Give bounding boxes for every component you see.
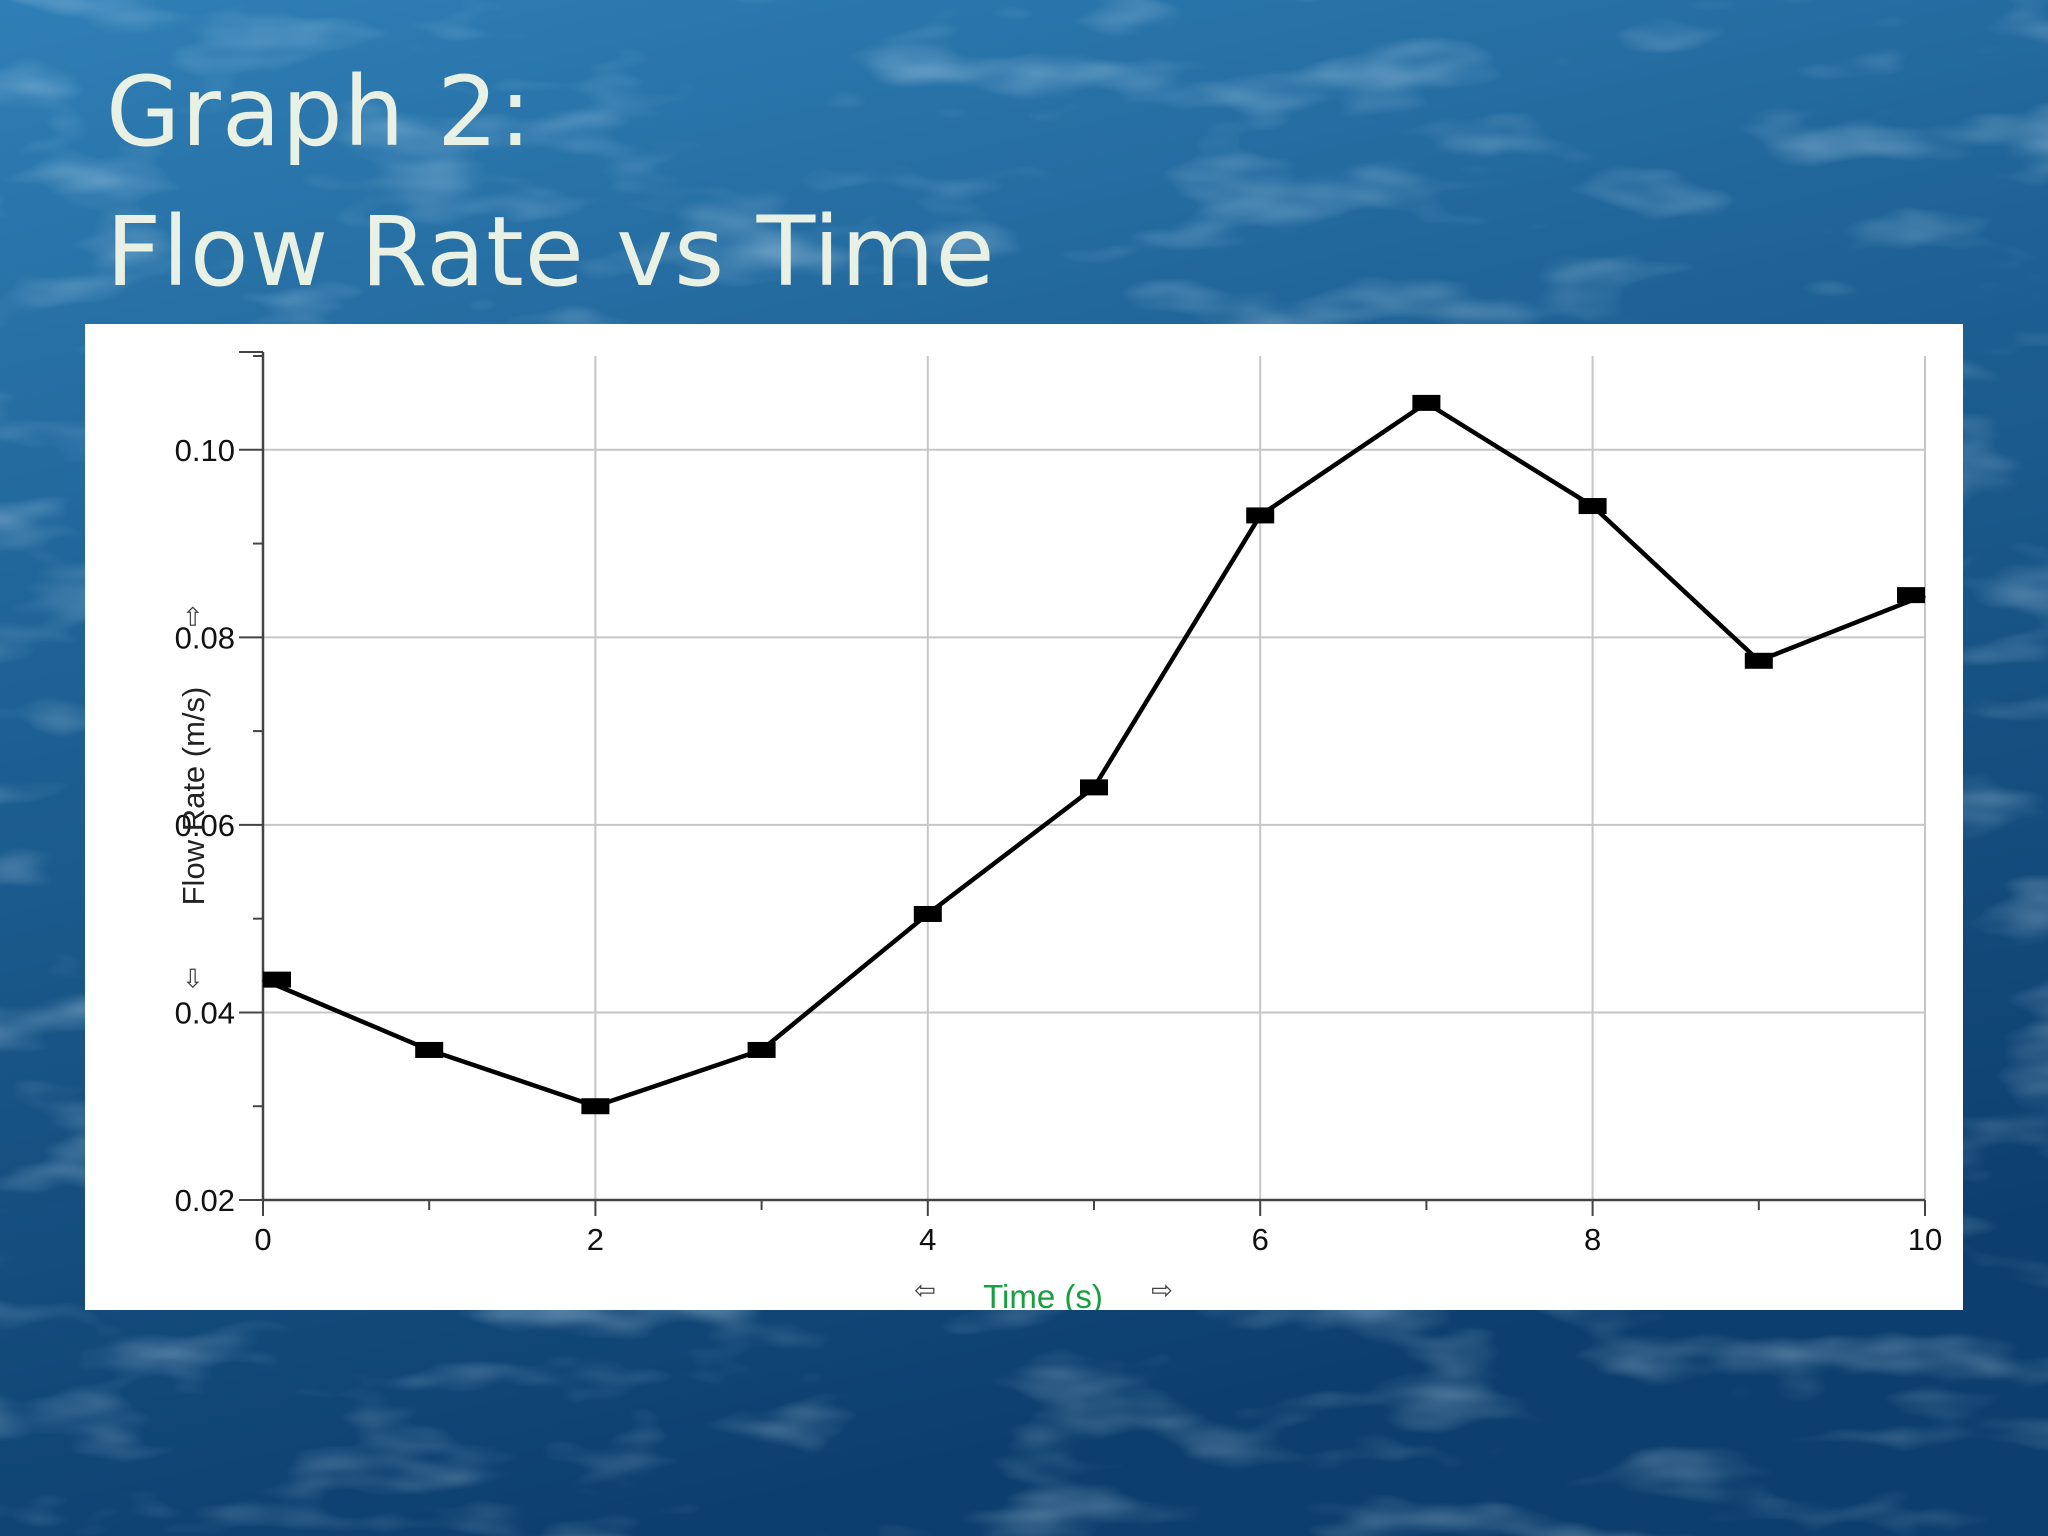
arrow-right-icon[interactable]: ⇨ [1151, 1276, 1173, 1306]
slide-title-line-2: Flow Rate vs Time [106, 196, 996, 308]
series-line [262, 400, 1926, 1109]
data-point-4 [913, 905, 942, 922]
data-point-9 [1744, 652, 1773, 669]
axis-titles: Flow Rate (m/s) ⇨ ⇦ Time (s) ⇦ ⇨ [176, 605, 1173, 1310]
y-axis-title: Flow Rate (m/s) [176, 687, 211, 906]
data-point-10 [1897, 587, 1925, 604]
arrow-down-icon[interactable]: ⇦ [178, 967, 208, 989]
y-tick-label-2: 0.06 [175, 808, 235, 843]
series-flow-rate [262, 394, 1926, 1115]
x-tick-label-3: 6 [1252, 1222, 1269, 1257]
data-point-8 [1578, 498, 1607, 515]
x-tick-label-2: 4 [919, 1222, 936, 1257]
y-tick-label-1: 0.04 [175, 995, 235, 1030]
data-point-6 [1246, 507, 1275, 524]
x-tick-label-5: 10 [1908, 1222, 1942, 1257]
x-tick-label-4: 8 [1584, 1222, 1601, 1257]
arrow-left-icon[interactable]: ⇦ [914, 1276, 936, 1306]
data-point-3 [747, 1041, 776, 1058]
data-point-0 [263, 971, 291, 988]
x-axis-title: Time (s) [983, 1278, 1103, 1310]
tick-labels: 0.02 0.04 0.06 0.08 0.10 0 2 4 6 8 10 [175, 433, 1943, 1257]
x-tick-label-0: 0 [254, 1222, 271, 1257]
grid-lines [263, 356, 1926, 1200]
x-tick-label-1: 2 [587, 1222, 604, 1257]
data-point-5 [1080, 779, 1108, 796]
y-tick-label-3: 0.08 [175, 620, 235, 655]
flow-rate-chart: 0.02 0.04 0.06 0.08 0.10 0 2 4 6 8 10 Flow Rate (m… [175, 351, 1943, 1310]
arrow-up-icon[interactable]: ⇨ [178, 605, 208, 627]
slide-title-line-1: Graph 2: [106, 56, 533, 168]
data-point-1 [415, 1041, 444, 1058]
axes [239, 351, 1926, 1216]
y-tick-label-0: 0.02 [175, 1183, 235, 1218]
y-tick-label-4: 0.10 [175, 433, 235, 468]
data-point-7 [1412, 394, 1441, 411]
data-point-2 [581, 1098, 610, 1115]
chart-panel: 0.02 0.04 0.06 0.08 0.10 0 2 4 6 8 10 Flow Rate (m… [85, 324, 1963, 1310]
